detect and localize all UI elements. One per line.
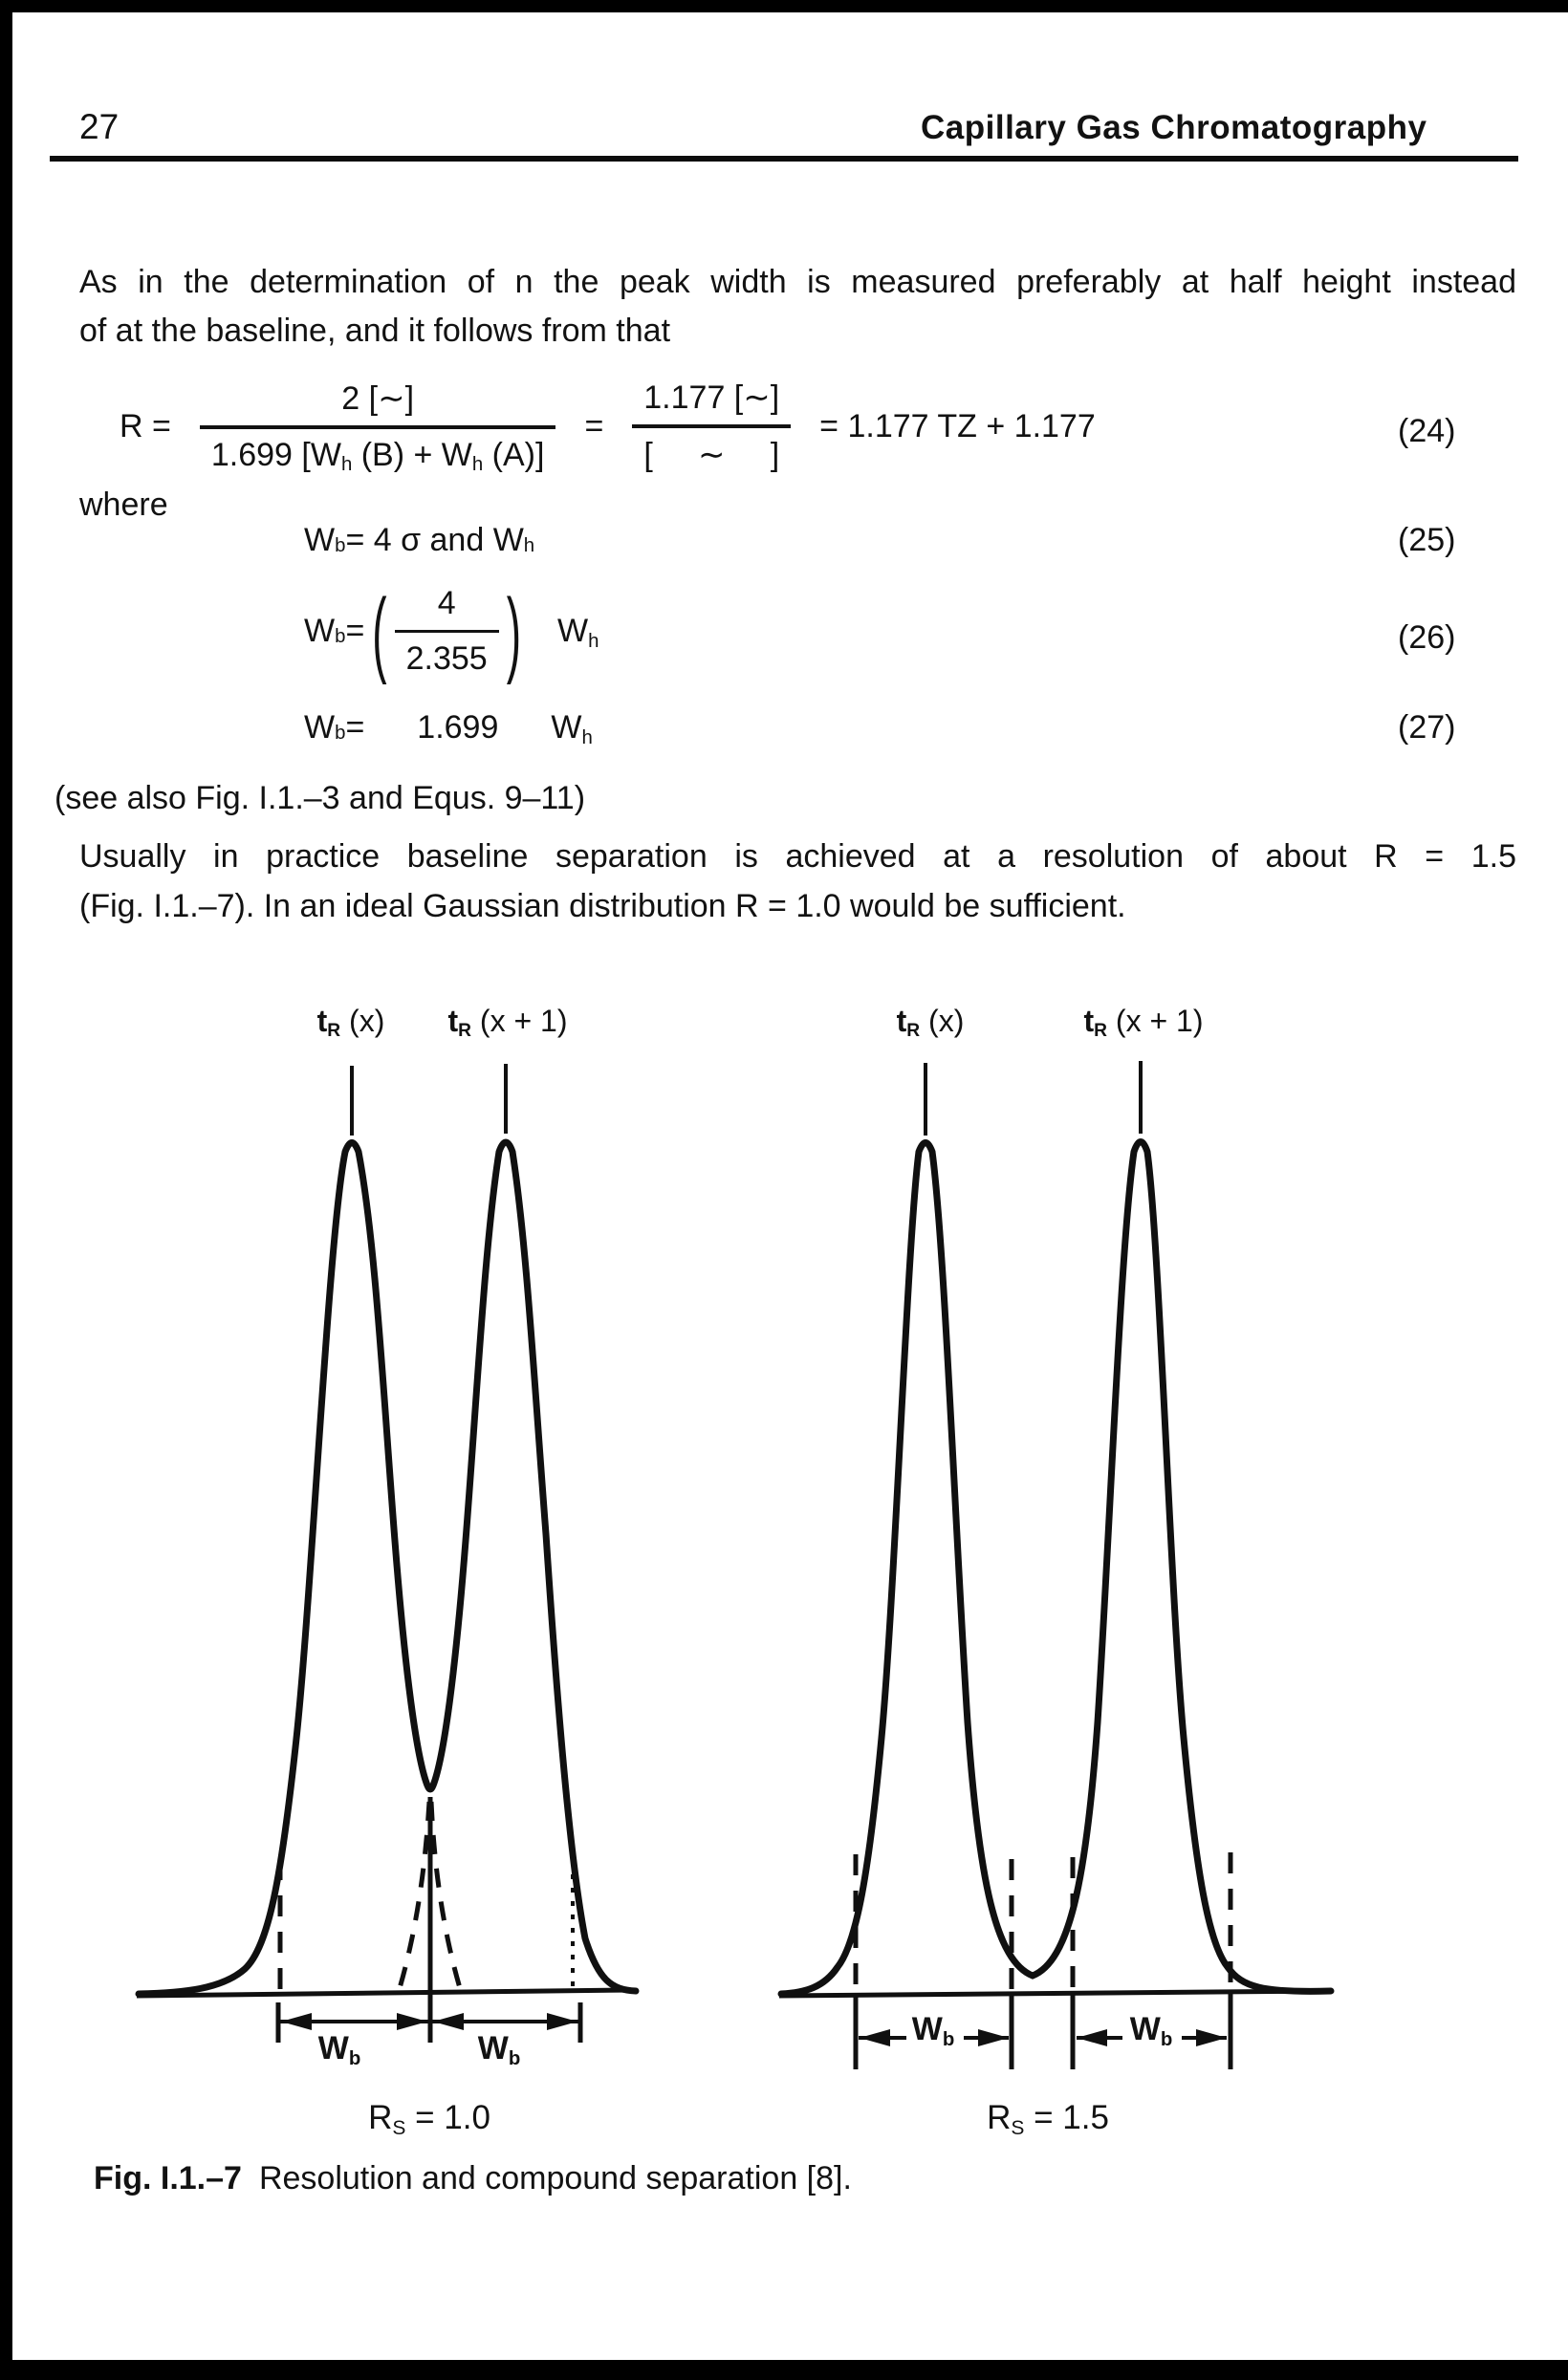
right-peak1-retention-label: tR (x) (896, 1004, 965, 1042)
right-bracket-ticks (853, 1993, 1233, 2069)
left-hidden-tail-right (428, 1801, 463, 1989)
left-chromatogram (135, 1064, 640, 2043)
equation-number-27: (27) (1398, 709, 1456, 746)
eq26-close-paren: ) (506, 577, 522, 685)
right-arrowhead-4 (1196, 2029, 1227, 2046)
paragraph-resolution: Usually in practice baseline separation … (79, 832, 1516, 931)
figure-caption: Fig. I.1.–7 Resolution and compound separ… (94, 2160, 852, 2197)
figure-caption-text: Resolution and compound separation [8]. (258, 2160, 852, 2196)
left-arrowhead-3 (433, 2013, 464, 2030)
left-peak2-retention-label: tR (x + 1) (447, 1004, 568, 1042)
eq24-equals: = (584, 407, 604, 444)
right-wb-label-1: Wb (911, 2011, 955, 2050)
equation-number-25: (25) (1398, 522, 1456, 558)
eq26-fraction: 4 2.355 (394, 585, 499, 678)
right-resolution-value: RS = 1.5 (987, 2099, 1109, 2139)
eq24-frac1-denominator: 1.699 [Wh (B) + Wh (A)] (199, 424, 556, 475)
paragraph-resolution-line1: Usually in practice baseline separation … (79, 838, 1516, 875)
paragraph-intro-line2: of at the baseline, and it follows from … (79, 313, 671, 349)
equation-number-24: (24) (1398, 413, 1456, 449)
running-header-title: Capillary Gas Chromatography (921, 109, 1427, 146)
where-label: where (79, 487, 168, 523)
resolution-figure (135, 1061, 1335, 2069)
right-arrowhead-2 (978, 2029, 1009, 2046)
eq24-frac2-denominator: [ ∼ ] (632, 424, 792, 474)
left-arrowhead-1 (281, 2013, 312, 2030)
right-wb-label-2: Wb (1129, 2011, 1173, 2050)
eq24-fraction1: 2 [∼] 1.699 [Wh (B) + Wh (A)] (199, 379, 556, 475)
equation-24: R = 2 [∼] 1.699 [Wh (B) + Wh (A)] = 1.17… (120, 379, 1096, 475)
right-arrowhead-1 (860, 2029, 890, 2046)
equation-number-26: (26) (1398, 619, 1456, 656)
scan-border-top (0, 0, 1568, 12)
eq24-frac2-numerator: 1.177 [∼] (643, 379, 780, 416)
left-wb-label-1: Wb (317, 2030, 361, 2069)
eq24-lhs: R = (120, 407, 171, 444)
left-merged-peaks-curve (135, 1138, 640, 1998)
scan-border-left (0, 0, 12, 2380)
left-hidden-tail-left (397, 1801, 432, 1989)
left-baseline (136, 1987, 634, 1999)
left-arrowhead-4 (547, 2013, 577, 2030)
paragraph-resolution-line2: (Fig. I.1.–7). In an ideal Gaussian dist… (79, 888, 1126, 924)
figure-caption-label: Fig. I.1.–7 (94, 2160, 242, 2196)
paragraph-intro: As in the determination of n the peak wi… (79, 258, 1516, 356)
left-wb-label-2: Wb (477, 2030, 521, 2069)
right-baseline (778, 1988, 1332, 1999)
right-arrowhead-3 (1077, 2029, 1107, 2046)
eq24-fraction2: 1.177 [∼] [ ∼ ] (632, 379, 792, 474)
right-peak2-retention-label: tR (x + 1) (1083, 1004, 1204, 1042)
right-separated-peaks-curve (777, 1138, 1335, 1998)
eq24-frac1-numerator: 2 [∼] (341, 379, 415, 417)
left-peak1-retention-label: tR (x) (316, 1004, 385, 1042)
eq26-open-paren: ( (372, 577, 387, 685)
header-rule (50, 156, 1518, 162)
left-retention-ticks (350, 1064, 508, 1136)
left-arrowhead-2 (397, 2013, 427, 2030)
scan-border-bottom (0, 2360, 1568, 2380)
eq24-rhs: = 1.177 TZ + 1.177 (819, 407, 1096, 444)
paragraph-intro-line1: As in the determination of n the peak wi… (79, 264, 1516, 300)
see-also-note: (see also Fig. I.1.–3 and Equs. 9–11) (54, 780, 586, 816)
page-number: 27 (79, 107, 120, 146)
right-retention-ticks (924, 1061, 1143, 1136)
left-resolution-value: RS = 1.0 (368, 2099, 490, 2139)
right-chromatogram (777, 1061, 1335, 2069)
eq27-value: 1.699 (417, 709, 499, 746)
